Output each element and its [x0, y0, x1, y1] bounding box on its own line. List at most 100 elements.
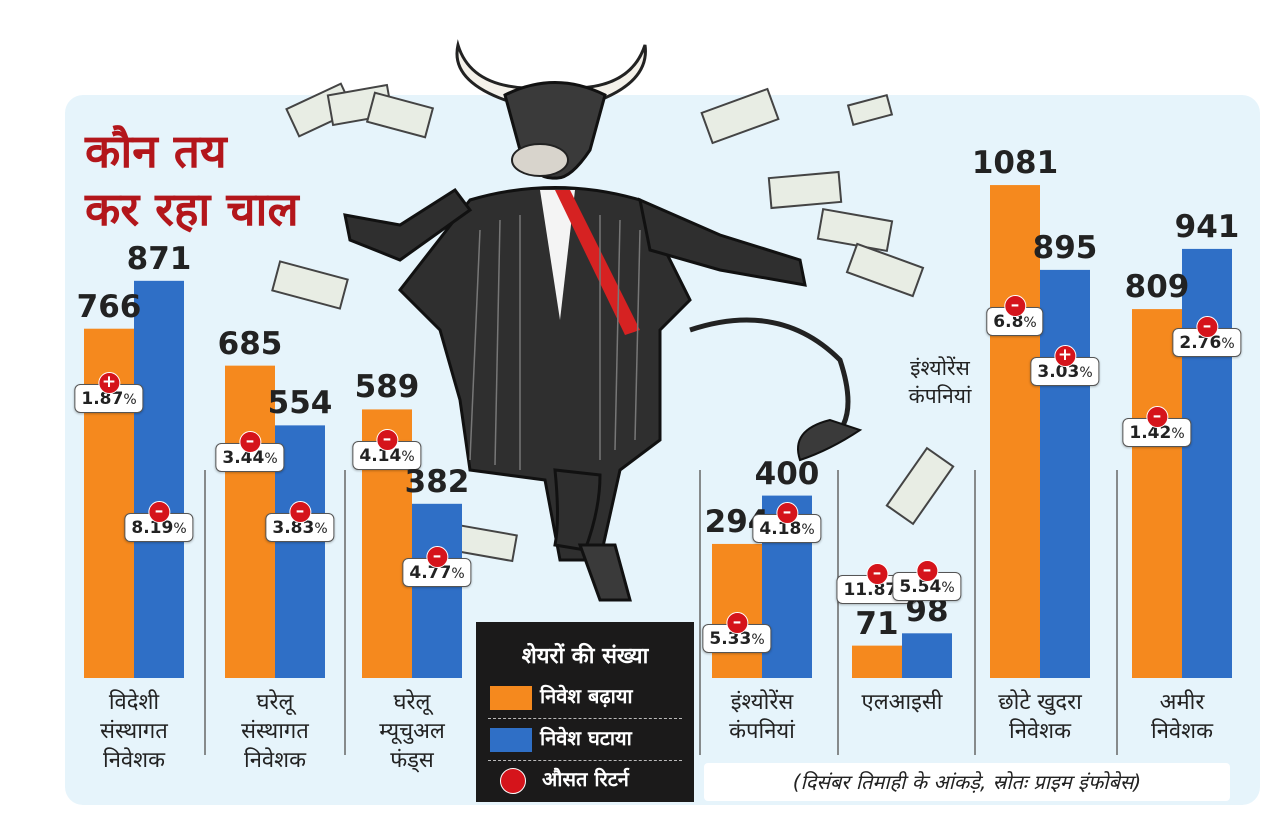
bar-decreased [1040, 269, 1090, 678]
percent-symbol: % [1079, 365, 1093, 381]
legend-item-increased: निवेश बढ़ाया [490, 682, 633, 710]
category-label: छोटे खुदरा निवेशक [998, 688, 1082, 746]
legend-box: शेयरों की संख्या निवेश बढ़ाया निवेश घटाय… [476, 622, 694, 802]
percent-symbol: % [401, 449, 415, 465]
category-label: घरेलू संस्थागत निवेशक [241, 688, 309, 775]
percent-symbol: % [751, 632, 765, 648]
bar-decreased [902, 633, 952, 678]
minus-sign-icon: – [1145, 406, 1168, 428]
minus-sign-icon: – [425, 546, 448, 568]
annotation-line: इंश्योरेंस [910, 356, 970, 380]
minus-sign-icon: – [147, 501, 170, 523]
bar-value-label: 382 [404, 463, 470, 500]
return-value: 8.19 [131, 518, 174, 538]
minus-sign-icon: – [1004, 295, 1026, 317]
return-value: 11.87 [843, 580, 898, 600]
category-label-line: इंश्योरेंस [730, 690, 794, 715]
category-label-line: निवेशक [103, 748, 165, 774]
legend-swatch-orange [490, 685, 532, 710]
legend-label-increased: निवेश बढ़ाया [540, 684, 633, 708]
category-label-line: अमीर [1159, 690, 1205, 715]
legend-item-return: औसत रिटर्न [490, 765, 629, 794]
average-return-label: –8.19% [124, 501, 194, 542]
return-value: 6.8 [993, 312, 1024, 332]
category-label-line: संस्थागत [241, 719, 309, 745]
category-label-line: फंड्स [390, 748, 434, 774]
return-value: 5.33 [709, 629, 752, 649]
category-label-line: निवेशक [1008, 719, 1071, 745]
average-return-label: –2.76% [1172, 316, 1242, 357]
return-value: 4.77 [409, 563, 452, 583]
bar-value-label: 589 [354, 369, 420, 406]
legend-item-decreased: निवेश घटाया [490, 724, 632, 752]
minus-sign-icon: – [915, 560, 938, 582]
bar-decreased [134, 280, 184, 678]
bar-value-label: 809 [1124, 269, 1190, 306]
average-return-label: –6.8% [986, 295, 1044, 336]
category-label: घरेलू म्यूचुअल फंड्स [379, 688, 445, 775]
minus-sign-icon: – [238, 431, 261, 453]
bar-value-label: 554 [267, 385, 333, 422]
legend-swatch-blue [490, 727, 532, 752]
minus-sign-icon: – [866, 563, 888, 585]
bar-decreased [1182, 248, 1232, 679]
return-value: 3.44 [222, 448, 265, 468]
bar-value-label: 871 [126, 240, 192, 277]
category-label: अमीर निवेशक [1151, 688, 1213, 746]
average-return-label: –1.42% [1122, 406, 1192, 447]
average-return-label: –4.77% [402, 546, 472, 587]
bar-value-label: 400 [754, 455, 820, 492]
return-value: 1.87 [81, 389, 124, 409]
bar-increased [712, 543, 762, 678]
average-return-label: –5.54% [892, 560, 962, 601]
bar-increased [1132, 309, 1182, 678]
category-label-line: विदेशी [108, 690, 160, 715]
category-label-line: कंपनियां [729, 719, 795, 745]
return-value: 2.76 [1179, 333, 1222, 353]
category-label-line: घरेलू [256, 690, 294, 715]
average-return-label: –4.14% [352, 429, 422, 470]
return-value: 3.83 [272, 518, 315, 538]
average-return-label: –4.18% [752, 502, 822, 543]
category-label-line: संस्थागत [100, 719, 168, 745]
legend-label-return: औसत रिटर्न [542, 767, 629, 791]
return-value: 3.03 [1037, 362, 1080, 382]
bar-value-label: 895 [1032, 229, 1098, 266]
insurance-annotation: इंश्योरेंस कंपनियां [909, 354, 972, 411]
bar-increased [990, 185, 1040, 678]
percent-symbol: % [941, 580, 955, 596]
plus-sign-icon: + [1053, 345, 1076, 367]
minus-sign-icon: – [375, 429, 398, 451]
minus-sign-icon: – [288, 501, 311, 523]
return-dot-icon [500, 767, 526, 794]
percent-symbol: % [264, 451, 278, 467]
percent-symbol: % [801, 522, 815, 538]
chart-title-line-2: कर रहा चाल [85, 182, 299, 236]
category-label: इंश्योरेंस कंपनियां [729, 688, 795, 746]
legend-label-decreased: निवेश घटाया [540, 726, 632, 750]
percent-symbol: % [451, 566, 465, 582]
legend-divider [488, 760, 682, 761]
category-label-line: एलआइसी [861, 690, 943, 715]
return-value: 1.42 [1129, 423, 1172, 443]
minus-sign-icon: – [775, 502, 798, 524]
return-value: 4.14 [359, 446, 402, 466]
legend-divider [488, 718, 682, 719]
category-label: एलआइसी [862, 688, 943, 717]
category-label-line: निवेशक [1151, 719, 1213, 745]
category-label-line: निवेशक [244, 748, 306, 774]
average-return-label: +1.87% [74, 372, 144, 413]
bar-decreased [412, 503, 462, 678]
minus-sign-icon: – [725, 612, 748, 634]
bar-value-label: 941 [1174, 208, 1240, 245]
percent-symbol: % [173, 521, 187, 537]
return-value: 5.54 [899, 577, 942, 597]
percent-symbol: % [1171, 426, 1185, 442]
legend-title: शेयरों की संख्या [521, 644, 649, 669]
minus-sign-icon: – [1195, 316, 1218, 338]
percent-symbol: % [314, 521, 328, 537]
return-value: 4.18 [759, 519, 802, 539]
category-label-line: घरेलू [393, 690, 431, 715]
bar-value-label: 71 [855, 605, 899, 642]
